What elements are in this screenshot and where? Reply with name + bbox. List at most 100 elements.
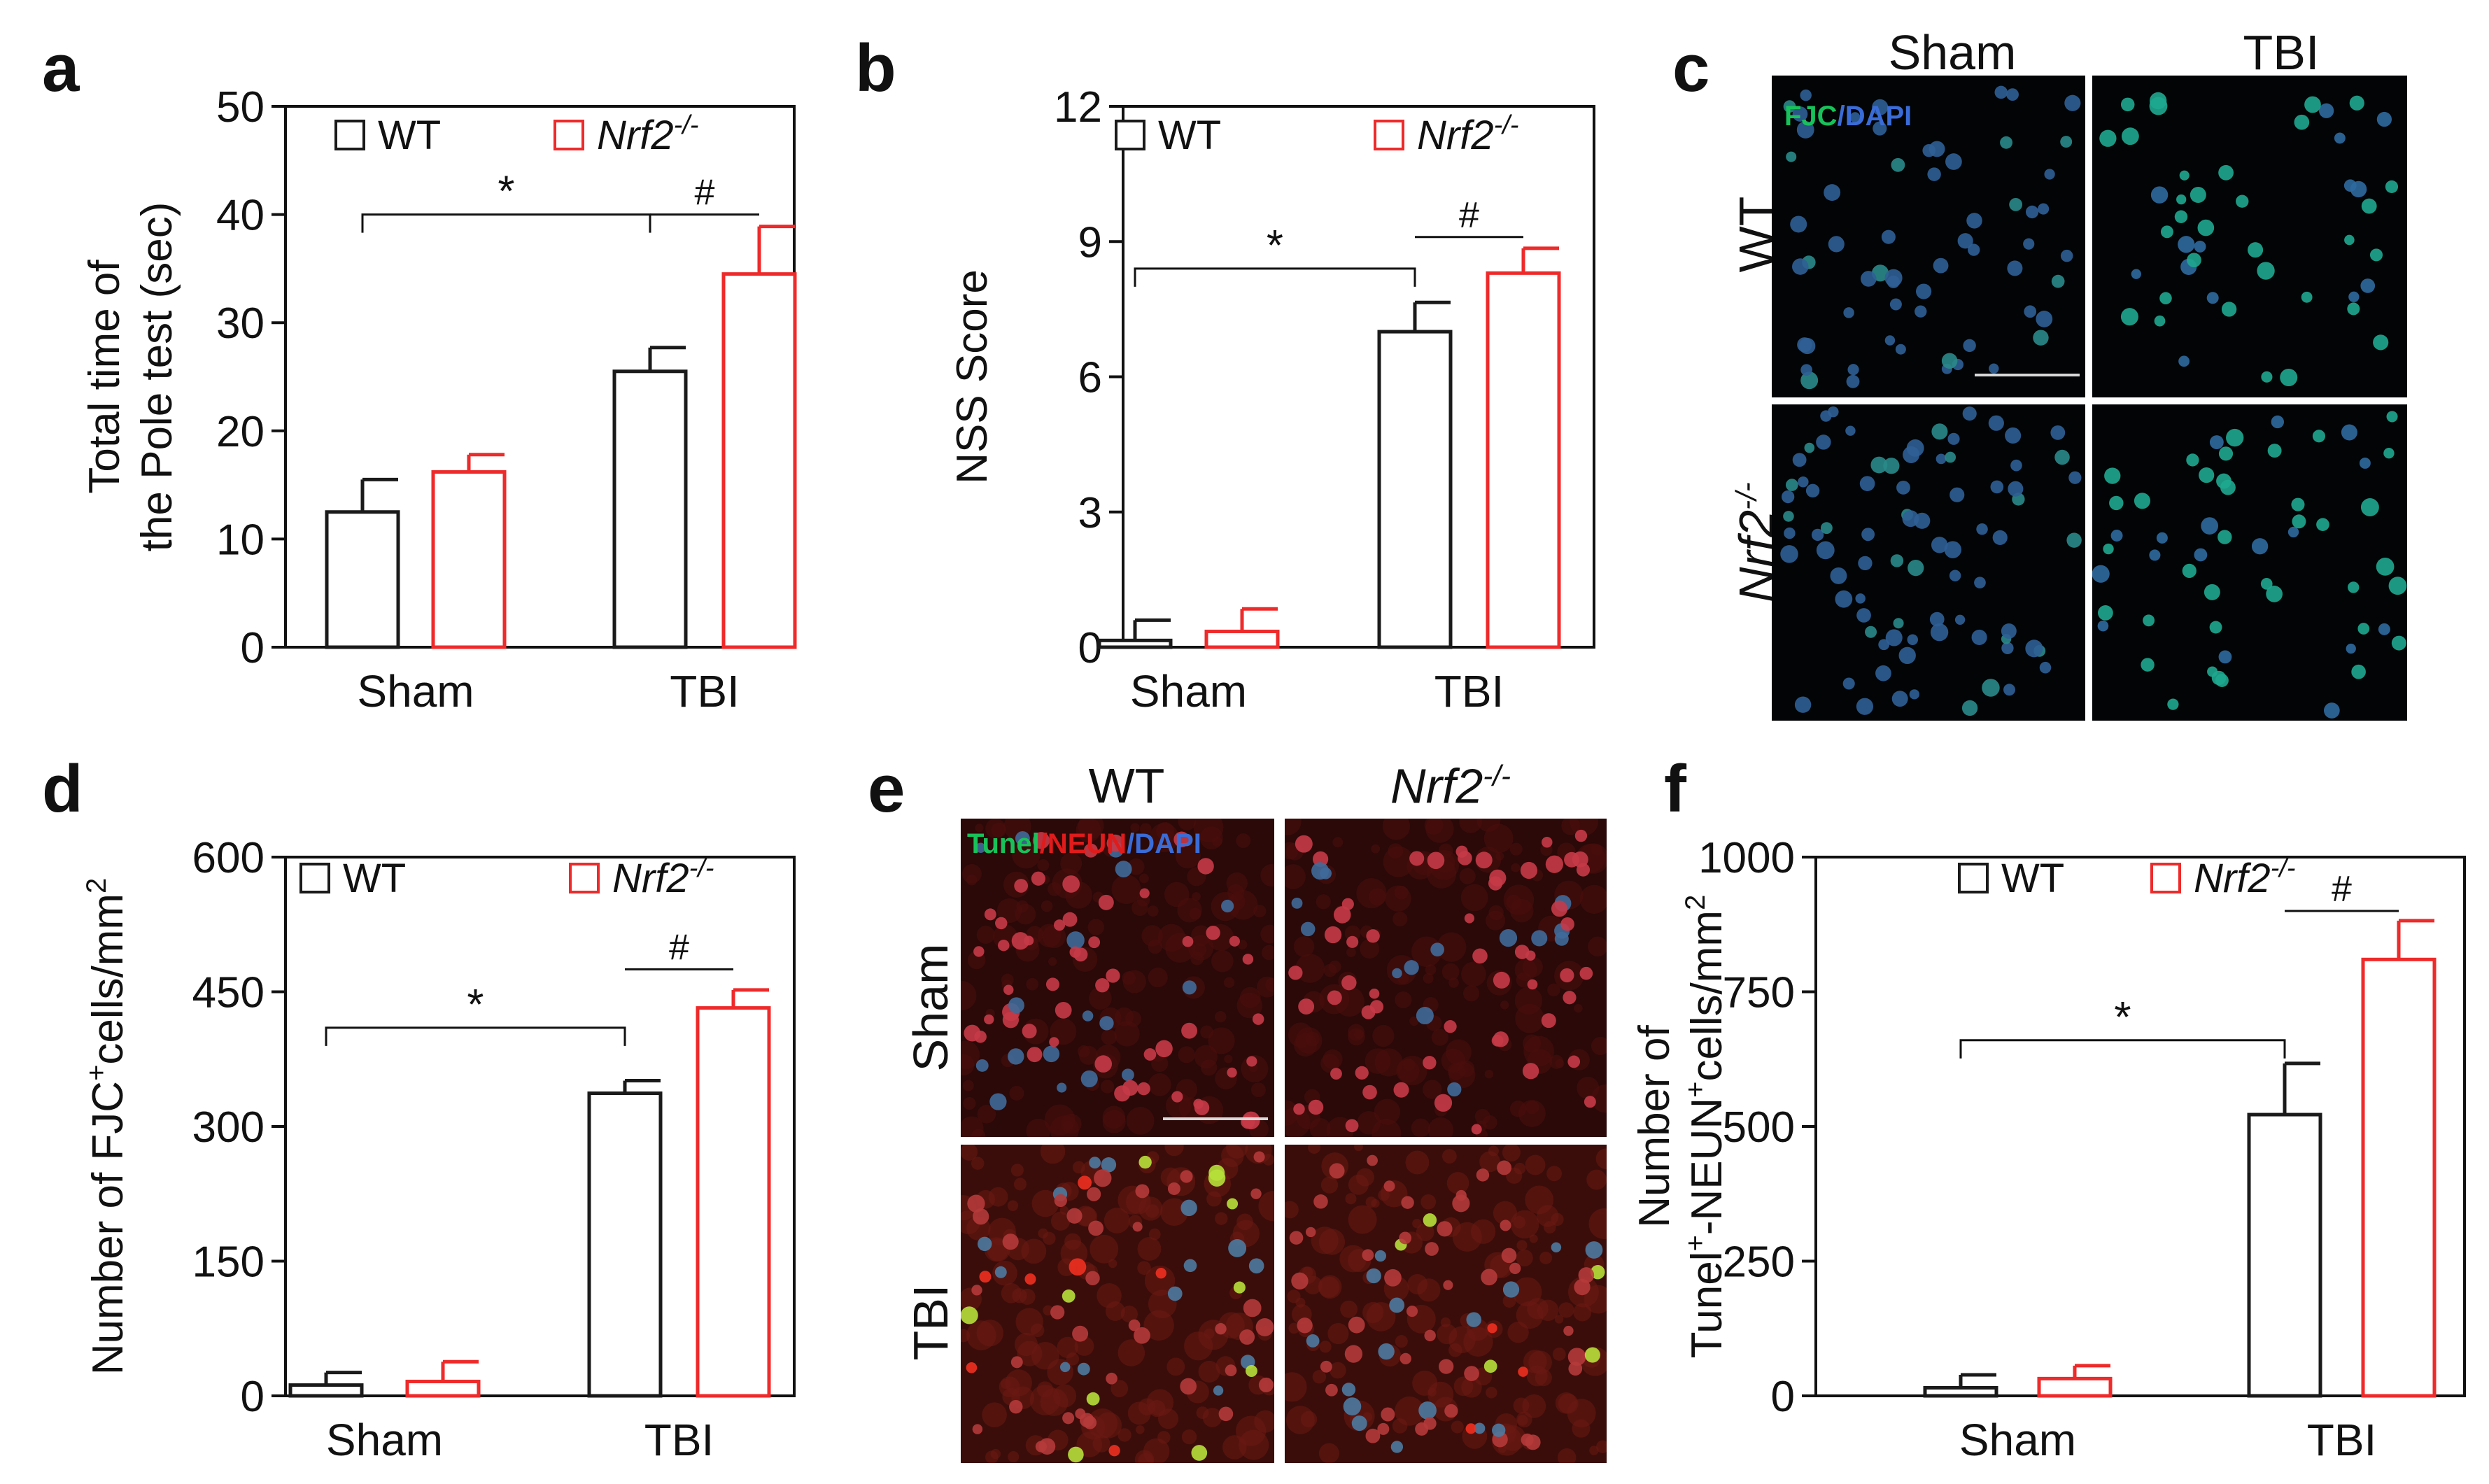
cell-nucleus — [1327, 990, 1342, 1005]
cell-nucleus — [977, 1236, 992, 1252]
cell-nucleus — [1062, 1289, 1076, 1303]
cell-nucleus — [2318, 103, 2334, 118]
bar — [2247, 1112, 2322, 1398]
cell-nucleus — [1258, 1377, 1274, 1392]
cell-nucleus — [1213, 1385, 1224, 1396]
y-axis-title-line2: the Pole test (sec) — [133, 202, 181, 552]
cell-nucleus — [1066, 1208, 1083, 1224]
cell-nucleus — [1098, 894, 1114, 910]
cell-nucleus — [1333, 906, 1351, 924]
tissue-texture — [1362, 1301, 1384, 1323]
tissue-texture — [1551, 1213, 1564, 1227]
cell-nucleus — [1180, 1199, 1197, 1217]
panel-c-row-nrf2-sup: -/- — [1729, 482, 1763, 510]
tissue-texture — [1479, 1151, 1500, 1173]
cell-nucleus — [2099, 129, 2117, 147]
tissue-texture — [1117, 1339, 1145, 1366]
y-tick-label: 1000 — [1698, 834, 1795, 882]
tissue-texture — [1339, 1245, 1367, 1273]
micrograph-e-wt-sham — [961, 819, 1274, 1137]
tissue-texture — [1591, 1036, 1607, 1056]
cell-nucleus — [2033, 330, 2049, 346]
tissue-texture — [1409, 1016, 1419, 1026]
cell-nucleus — [1847, 364, 1859, 376]
chart-a: 0 10 20 30 40 50 Sham TBI * # WT Nrf2-/- Total time … — [80, 83, 797, 716]
cell-nucleus — [1887, 275, 1900, 288]
tissue-texture — [1488, 905, 1504, 921]
y-tick-label: 50 — [216, 83, 265, 132]
tissue-texture — [1288, 1322, 1300, 1334]
cell-nucleus — [1855, 593, 1866, 604]
cell-nucleus — [1870, 456, 1888, 474]
tissue-texture — [1059, 1206, 1069, 1215]
bar — [288, 1383, 364, 1398]
cell-nucleus — [1253, 1151, 1265, 1163]
tissue-texture — [1515, 1003, 1544, 1033]
tissue-texture — [1586, 1169, 1607, 1190]
cell-nucleus — [1343, 1397, 1362, 1415]
tissue-texture — [1148, 1228, 1161, 1241]
tissue-texture — [999, 1376, 1020, 1398]
micrograph-c-wt-sham — [1772, 76, 2085, 397]
cell-nucleus — [1035, 1441, 1048, 1453]
tissue-texture — [1253, 905, 1267, 918]
cell-nucleus — [1968, 243, 1980, 256]
legend-swatch-wt — [299, 863, 330, 893]
cell-nucleus — [2007, 260, 2023, 276]
cell-nucleus — [1554, 931, 1569, 946]
tissue-texture — [1215, 1011, 1227, 1023]
cell-nucleus — [2039, 661, 2052, 674]
x-category-label: TBI — [670, 666, 740, 716]
cell-nucleus — [1085, 1271, 1100, 1286]
cell-nucleus — [1106, 1372, 1117, 1385]
cell-nucleus — [1465, 1423, 1476, 1434]
cell-nucleus — [1971, 629, 1987, 645]
tissue-texture — [1461, 961, 1486, 987]
bar — [612, 369, 688, 649]
cell-nucleus — [1218, 1406, 1234, 1422]
cell-nucleus — [2351, 664, 2366, 679]
tissue-texture — [975, 824, 984, 833]
tissue-texture — [1101, 1029, 1117, 1045]
cell-nucleus — [1487, 1323, 1497, 1334]
cell-nucleus — [1499, 928, 1518, 947]
tissue-texture — [1529, 1234, 1538, 1243]
cell-nucleus — [2257, 262, 2275, 280]
cell-nucleus — [1031, 871, 1045, 886]
cell-nucleus — [1878, 639, 1890, 651]
tissue-texture — [1416, 1223, 1434, 1241]
tissue-texture — [1567, 1399, 1596, 1428]
cell-nucleus — [1087, 1187, 1101, 1201]
cell-nucleus — [1351, 1415, 1367, 1432]
cell-nucleus — [2361, 198, 2377, 214]
y-tick-label: 0 — [241, 624, 265, 672]
y-tick-label: 150 — [192, 1238, 265, 1287]
cell-nucleus — [1785, 479, 1798, 491]
cell-nucleus — [1527, 979, 1538, 990]
cell-nucleus — [1830, 567, 1847, 584]
cell-nucleus — [1929, 612, 1945, 627]
panel-label-d: d — [42, 751, 83, 826]
cell-nucleus — [1399, 1231, 1412, 1245]
scale-bar-c — [1975, 374, 2080, 376]
cell-nucleus — [2341, 424, 2357, 441]
tissue-texture — [1372, 1024, 1395, 1047]
cell-nucleus — [1891, 157, 1905, 172]
cell-nucleus — [1128, 1319, 1141, 1331]
cell-nucleus — [1816, 434, 1831, 450]
tissue-texture — [1354, 1145, 1363, 1152]
cell-nucleus — [1424, 1329, 1436, 1342]
cell-nucleus — [1138, 1155, 1152, 1169]
tissue-texture — [1114, 1021, 1140, 1047]
cell-nucleus — [1889, 298, 1902, 311]
cell-nucleus — [1493, 971, 1510, 989]
cell-nucleus — [1820, 410, 1832, 422]
tissue-texture — [1405, 1150, 1430, 1175]
panel-e-col-wt: WT — [1088, 758, 1165, 813]
bar — [1377, 330, 1453, 649]
cell-nucleus — [1311, 862, 1330, 880]
cell-nucleus — [1542, 836, 1553, 848]
cell-nucleus — [1122, 1068, 1134, 1082]
cell-nucleus — [2044, 169, 2055, 180]
